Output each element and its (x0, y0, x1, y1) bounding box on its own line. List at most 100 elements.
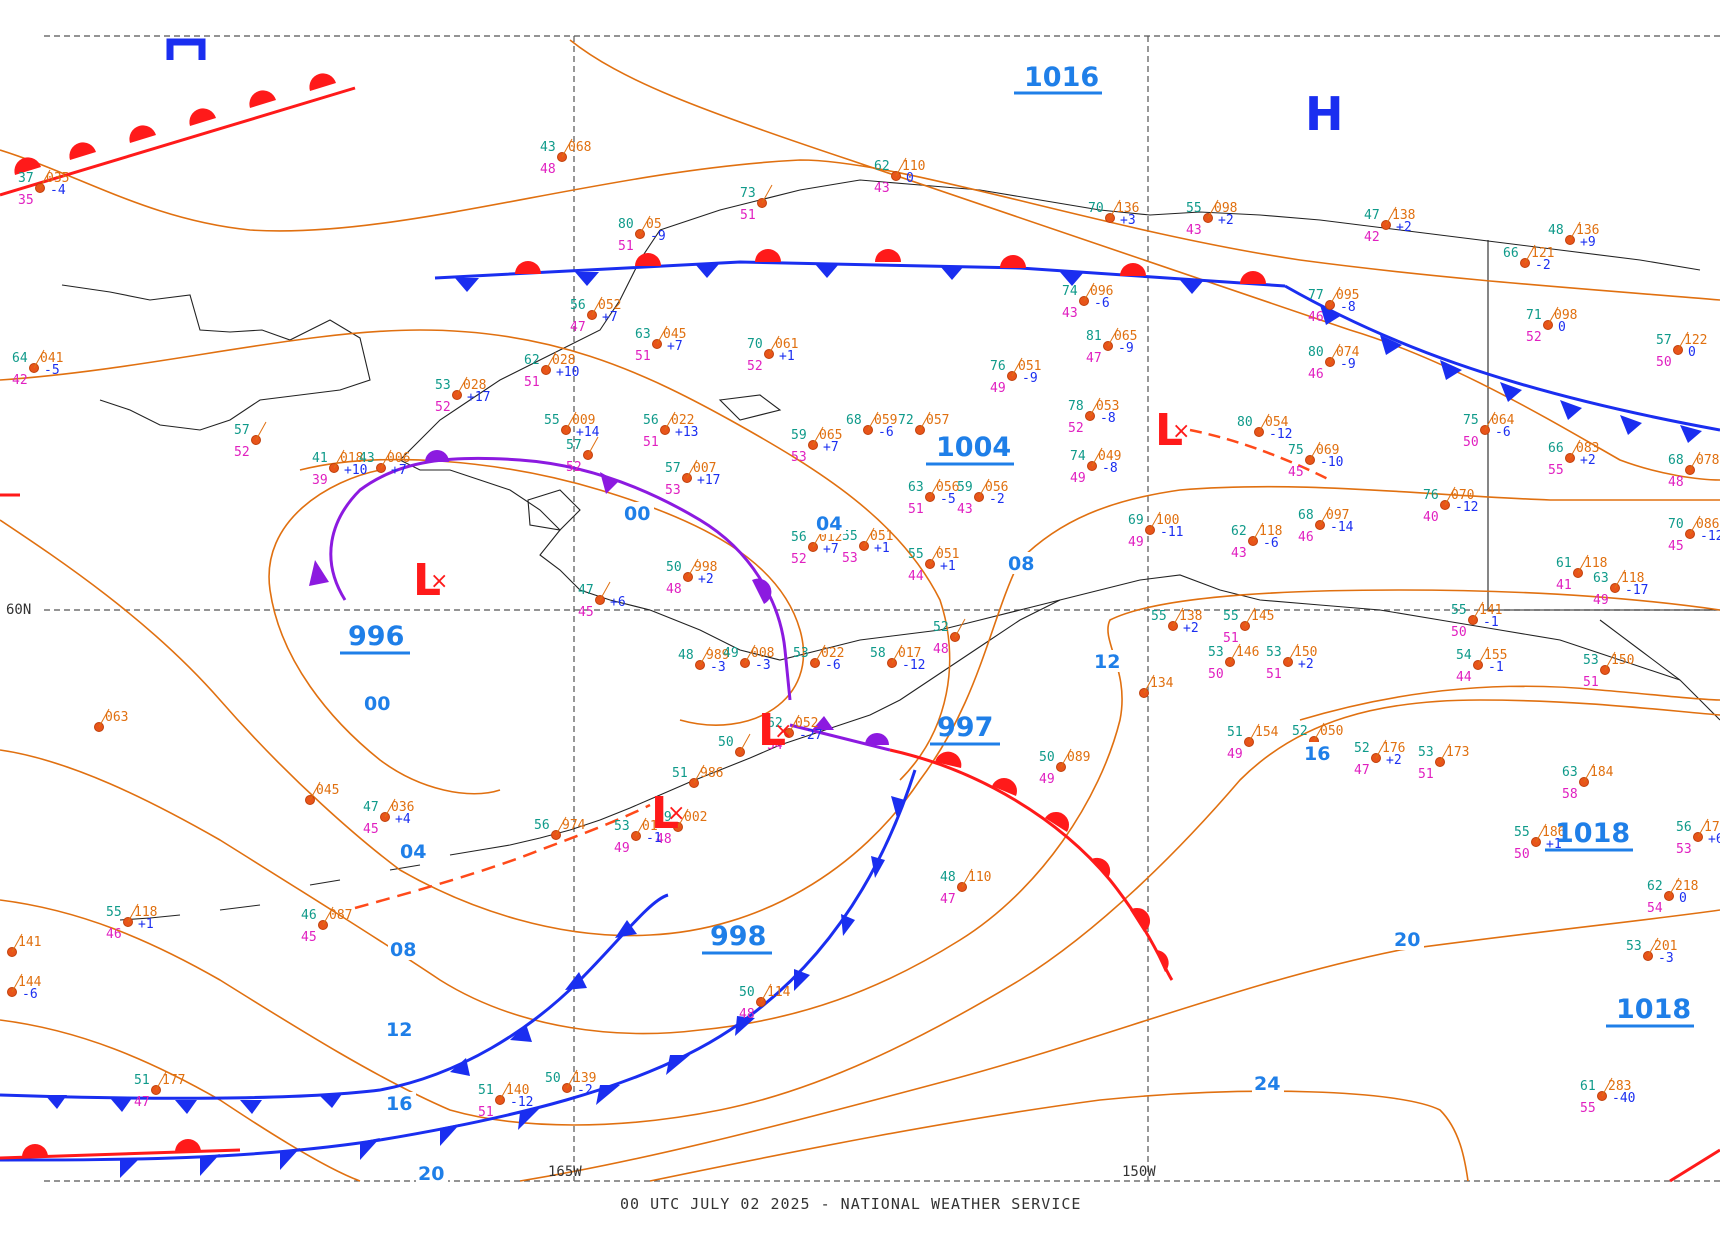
occluded-front-west-symbols (309, 450, 772, 604)
station-tendency: 0 (1558, 320, 1566, 335)
station-tendency: +7 (602, 310, 618, 325)
occluded-front-west (329, 456, 792, 701)
station-pressure: 177 (162, 1073, 185, 1088)
station-pressure: 086 (1696, 517, 1719, 532)
wind-barb (863, 527, 875, 547)
station-temperature: 57 (234, 423, 250, 438)
station-tendency: +1 (779, 349, 795, 364)
cold-front-west (0, 893, 669, 1100)
station-tendency: -6 (1094, 296, 1110, 311)
pressure-label-1018-b: 1018 (1616, 994, 1691, 1025)
wind-barb (929, 478, 941, 498)
station-pressure: 051 (870, 529, 893, 544)
station-temperature: 63 (1593, 571, 1609, 586)
station-plot: 53 201-3 (1626, 937, 1677, 966)
wind-barb (499, 1081, 511, 1101)
station-temperature: 72 (898, 413, 914, 428)
wind-barb (1668, 877, 1680, 897)
station-plot: 71444-6 (7, 973, 42, 1002)
station-temperature: 46 (301, 908, 317, 923)
station-temperature: 52 (1354, 741, 1370, 756)
wind-barb (1149, 511, 1161, 531)
wind-barb (929, 545, 941, 565)
station-temperature: 51 (478, 1083, 494, 1098)
station-pressure: 145 (1251, 609, 1274, 624)
station-tendency: -14 (1330, 520, 1354, 535)
station-tendency: +7 (667, 339, 683, 354)
station-temperature: 51 (672, 766, 688, 781)
station-pressure: 051 (936, 547, 959, 562)
station-plot: 54 155 44 -1 (1456, 646, 1507, 685)
station-temperature: 50 (739, 985, 755, 1000)
station-pressure: 186 (1542, 825, 1565, 840)
station-temperature: 43 (540, 140, 556, 155)
station-temperature: 47 (1364, 208, 1380, 223)
station-pressure: 100 (1156, 513, 1179, 528)
station-plot: 62 110 43 0 (874, 157, 925, 196)
station-pressure: 053 (1096, 399, 1119, 414)
station-pressure: 022 (671, 413, 694, 428)
isobar-1004-mid (0, 329, 951, 781)
isobar-label: 04 (816, 513, 842, 535)
station-temperature: 57 (566, 438, 582, 453)
station-plot: 80 074 46 -9 (1308, 343, 1360, 382)
station-plot: 62 028 51 +10 (524, 351, 579, 390)
low-symbol: L (1155, 405, 1183, 456)
station-dewpoint: 46 (1308, 310, 1324, 325)
wind-barb (566, 1069, 578, 1089)
station-plot: 63 118 49 -17 (1593, 569, 1648, 608)
isobar-label: 24 (1254, 1073, 1280, 1095)
station-dewpoint: 35 (18, 193, 34, 208)
station-temperature: 66 (1548, 441, 1564, 456)
station-tendency: +2 (698, 572, 714, 587)
station-pressure: 028 (552, 353, 575, 368)
wind-barb (1244, 607, 1256, 627)
wind-barb (1309, 441, 1321, 461)
station-temperature: 80 (1308, 345, 1324, 360)
station-tendency: -9 (650, 229, 666, 244)
station-dewpoint: 51 (908, 502, 924, 517)
station-dewpoint: 51 (478, 1105, 494, 1120)
station-dewpoint: 43 (1186, 223, 1202, 238)
station-plot: 70 061 52 +1 (747, 335, 798, 374)
station-tendency: -9 (1340, 357, 1356, 372)
wind-barb (1689, 515, 1701, 535)
station-dewpoint: 48 (933, 642, 949, 657)
isobar-label: 16 (1304, 743, 1330, 765)
station-pressure: 068 (568, 140, 591, 155)
isobar-1020 (0, 909, 1720, 1182)
station-pressure: 05 (646, 217, 662, 232)
coastline-alaska-west (399, 229, 661, 611)
station-temperature: 70 (1668, 517, 1684, 532)
station-temperature: 47 (578, 583, 594, 598)
station-temperature: 68 (1668, 453, 1684, 468)
station-plot: 68 078 48 (1668, 451, 1719, 490)
station-dewpoint: 45 (363, 822, 379, 837)
high-center: H (1305, 87, 1344, 141)
station-plot: 48 136+9 (1548, 221, 1599, 250)
station-temperature: 57 (665, 461, 681, 476)
station-pressure: 201 (1654, 939, 1677, 954)
station-temperature: 70 (747, 337, 763, 352)
wind-barb (768, 335, 780, 355)
station-pressure: 006 (387, 451, 410, 466)
isobar-1024 (649, 1090, 1469, 1182)
station-temperature: 56 (643, 413, 659, 428)
station-tendency: +2 (1298, 657, 1314, 672)
station-temperature: 63 (1562, 765, 1578, 780)
station-pressure: 045 (316, 783, 339, 798)
station-dewpoint: 52 (747, 359, 763, 374)
isobar-label: 08 (390, 939, 416, 961)
station-plot: 55 009+14 (544, 411, 600, 440)
station-dewpoint: 52 (791, 552, 807, 567)
station-plot: 51 986 (672, 764, 723, 788)
wind-barb (978, 478, 990, 498)
isobar-label: 20 (1394, 929, 1420, 951)
station-dewpoint: 47 (940, 892, 956, 907)
station-pressure: 009 (572, 413, 595, 428)
high-symbol: H (1305, 87, 1344, 141)
warm-front-nw-bumps (14, 73, 336, 175)
station-pressure: 052 (795, 716, 818, 731)
